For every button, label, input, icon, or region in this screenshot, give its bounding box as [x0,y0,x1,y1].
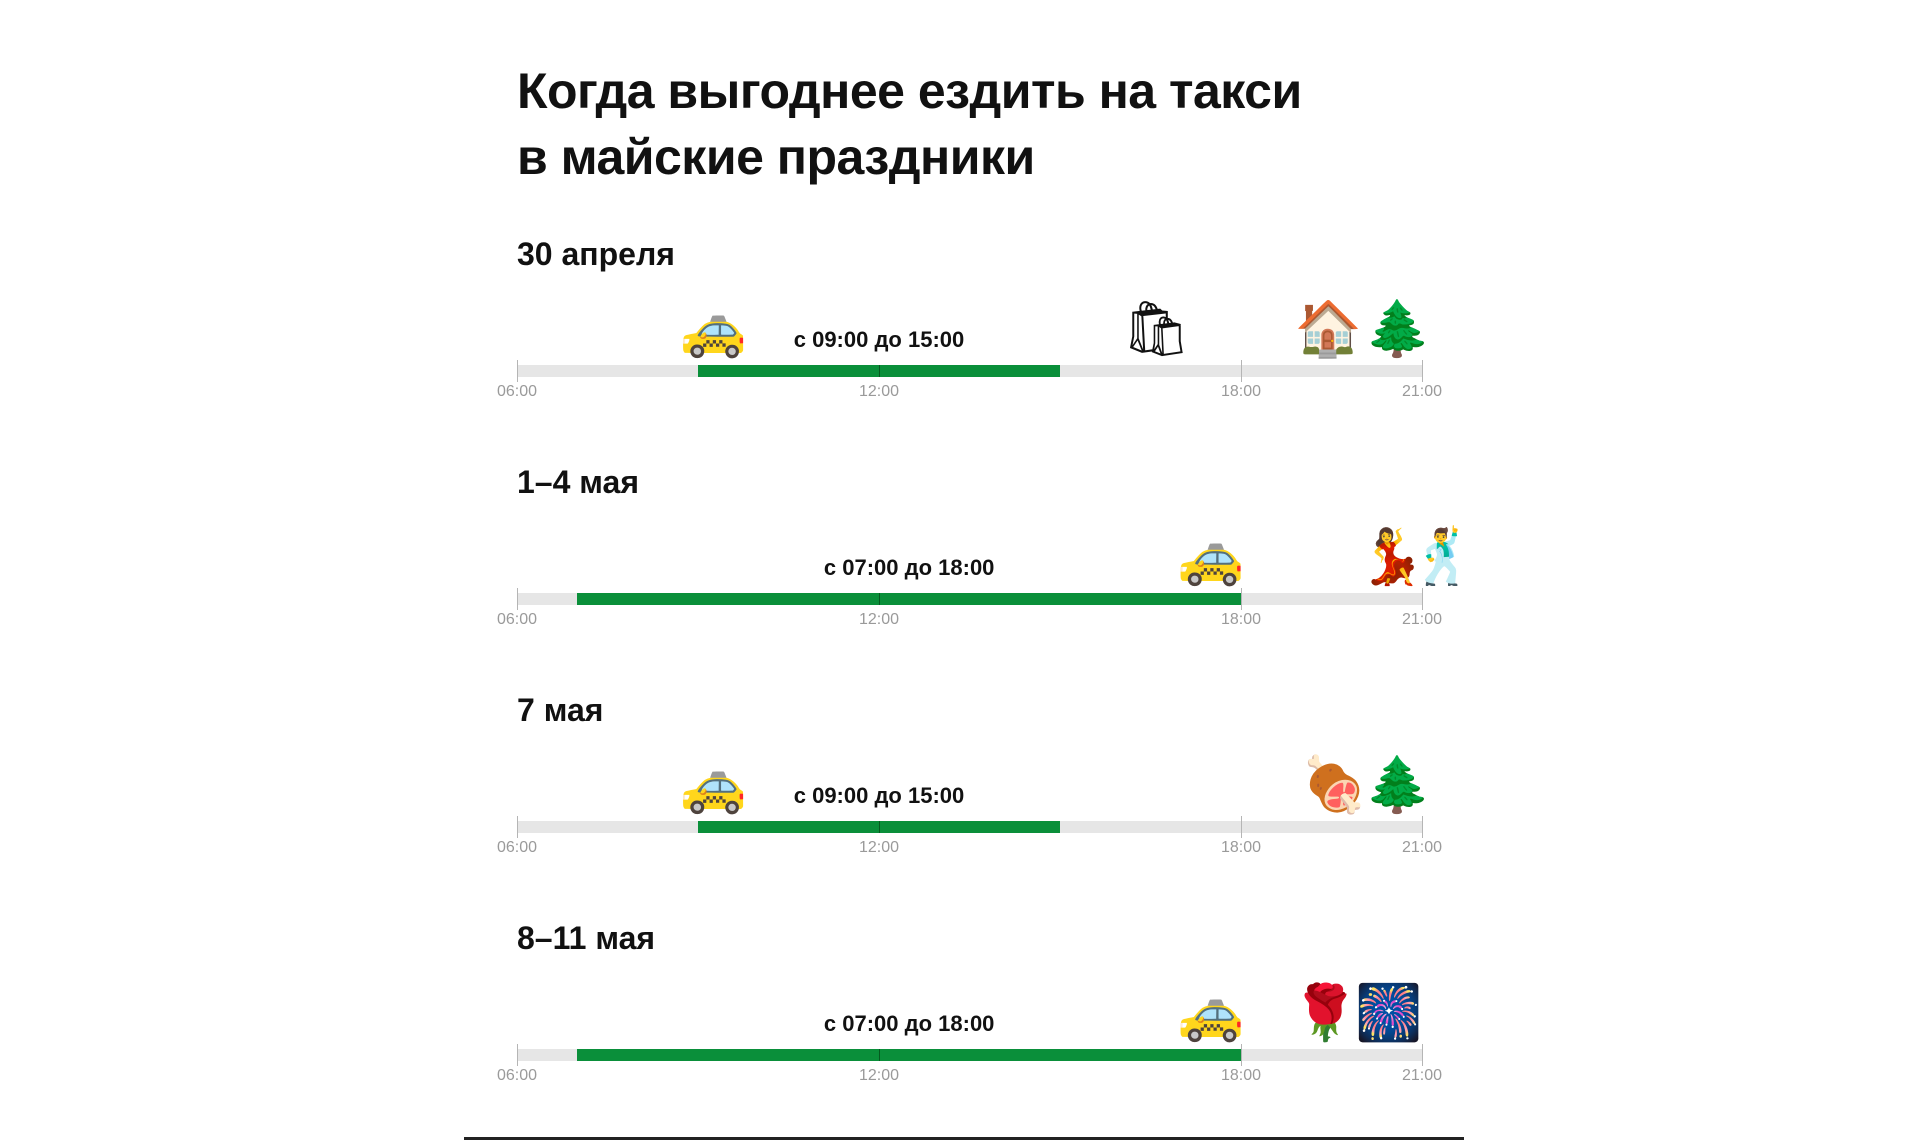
row-date-label: 7 мая [517,692,604,728]
rose-icon: 🌹 [1291,983,1360,1043]
row-date-label: 30 апреля [517,236,675,272]
row-date-label: 1–4 мая [517,464,639,500]
tick-mark [517,588,518,610]
tick-label: 21:00 [1401,611,1443,628]
timeline-row: 30 апреля 06:00 12:00 18:00 21:00 с 09:00 до … [0,236,1920,436]
tick-label: 18:00 [1220,839,1262,856]
bottom-divider [464,1137,1464,1140]
tick-mark [1241,1044,1242,1066]
highlight-bar [577,1049,1241,1061]
timeline-row: 8–11 мая 06:00 12:00 18:00 21:00 с 07:00 до 1… [0,920,1920,1120]
fireworks-icon: 🎆 [1355,983,1423,1043]
evergreen-tree-icon: 🌲 [1364,299,1432,359]
highlight-bar [577,593,1241,605]
tick-mark [1422,588,1423,610]
woman-dancing-icon: 💃 [1358,527,1426,587]
timeline-row: 7 мая 06:00 12:00 18:00 21:00 с 09:00 до 15:0… [0,692,1920,892]
time-range-label: с 09:00 до 15:00 [793,327,965,352]
chart-title: Когда выгоднее ездить на такси в майские… [517,58,1302,190]
tick-label: 12:00 [858,383,900,400]
time-range-label: с 07:00 до 18:00 [823,1011,995,1036]
meat-on-bone-icon: 🍖 [1300,755,1369,815]
timeline-track [517,1049,1422,1061]
time-range-label: с 07:00 до 18:00 [823,555,995,580]
timeline-track [517,593,1422,605]
tick-mark [1422,360,1423,382]
tick-label: 06:00 [496,383,538,400]
title-line-1: Когда выгоднее ездить на такси [517,63,1302,119]
evergreen-tree-icon: 🌲 [1364,755,1432,815]
tick-mark [879,1049,880,1061]
tick-mark [517,816,518,838]
tick-mark [517,1044,518,1066]
taxi-icon: 🚕 [679,299,747,359]
tick-label: 21:00 [1401,1067,1443,1084]
house-icon: 🏠 [1294,299,1363,359]
taxi-icon: 🚕 [1177,527,1245,587]
tick-label: 18:00 [1220,383,1262,400]
tick-label: 06:00 [496,611,538,628]
tick-label: 18:00 [1220,611,1262,628]
taxi-icon: 🚕 [1177,983,1245,1043]
row-date-label: 8–11 мая [517,920,656,956]
tick-label: 12:00 [858,611,900,628]
tick-mark [517,360,518,382]
tick-mark [879,593,880,605]
title-line-2: в майские праздники [517,129,1035,185]
timeline-track [517,365,1422,377]
tick-label: 06:00 [496,839,538,856]
tick-mark [1241,816,1242,838]
tick-label: 12:00 [858,1067,900,1084]
shopping-bags-icon: 🛍 [1122,299,1191,359]
tick-label: 21:00 [1401,383,1443,400]
tick-label: 18:00 [1220,1067,1262,1084]
tick-mark [879,821,880,833]
man-dancing-icon: 🕺 [1409,527,1477,587]
time-range-label: с 09:00 до 15:00 [793,783,965,808]
tick-mark [1422,816,1423,838]
timeline-row: 1–4 мая 06:00 12:00 18:00 21:00 с 07:00 до 18… [0,464,1920,664]
tick-label: 06:00 [496,1067,538,1084]
tick-mark [879,365,880,377]
tick-mark [1422,1044,1423,1066]
tick-mark [1241,360,1242,382]
timeline-track [517,821,1422,833]
taxi-icon: 🚕 [679,755,747,815]
tick-mark [1241,588,1242,610]
tick-label: 12:00 [858,839,900,856]
tick-label: 21:00 [1401,839,1443,856]
